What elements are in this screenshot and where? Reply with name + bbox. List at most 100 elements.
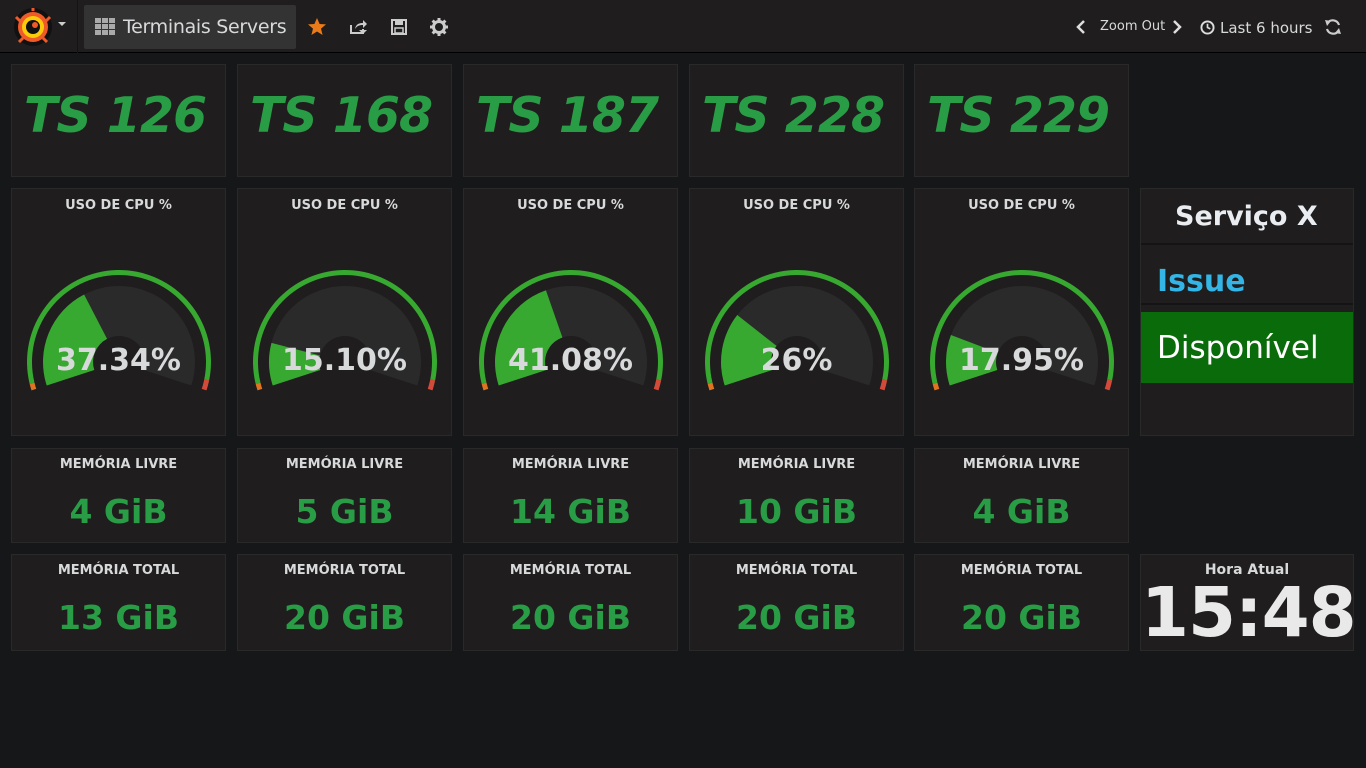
grafana-menu[interactable] xyxy=(0,0,78,53)
cpu-value: 17.95% xyxy=(959,343,1084,378)
cpu-gauge-panel: USO DE CPU % 26% xyxy=(689,188,904,436)
zoom-out-button[interactable]: Zoom Out xyxy=(1100,19,1166,34)
grafana-logo-icon[interactable] xyxy=(14,7,52,46)
panel-title: USO DE CPU % xyxy=(517,198,624,213)
divider xyxy=(1141,243,1353,245)
divider xyxy=(1141,303,1353,305)
panel-title: MEMÓRIA TOTAL xyxy=(57,563,180,578)
server-name: TS 168 xyxy=(250,87,433,144)
service-issue: Issue xyxy=(1157,264,1246,299)
memory-free-value: 5 GiB xyxy=(295,492,394,531)
gear-icon[interactable] xyxy=(429,17,449,37)
memory-free-panel: MEMÓRIA LIVRE 14 GiB xyxy=(463,448,678,543)
panel-title: MEMÓRIA TOTAL xyxy=(509,563,632,578)
cpu-gauge xyxy=(479,270,663,391)
memory-total-panel: MEMÓRIA TOTAL 20 GiB xyxy=(463,554,678,651)
service-title: Serviço X xyxy=(1175,201,1318,232)
server-name: TS 126 xyxy=(24,87,207,144)
memory-free-value: 4 GiB xyxy=(69,492,168,531)
time-range-label: Last 6 hours xyxy=(1220,19,1313,37)
save-icon[interactable] xyxy=(389,17,409,37)
gauge-fill xyxy=(42,294,108,386)
cpu-gauge xyxy=(27,270,212,391)
threshold-warn-band xyxy=(255,382,263,391)
threshold-crit-band xyxy=(427,379,436,391)
panel-title: MEMÓRIA LIVRE xyxy=(737,457,856,472)
service-status-badge: Disponível xyxy=(1141,312,1353,383)
memory-total-value: 20 GiB xyxy=(961,598,1082,637)
server-name-panel: TS 229 xyxy=(914,64,1129,177)
memory-total-value: 20 GiB xyxy=(736,598,857,637)
panel-title: MEMÓRIA TOTAL xyxy=(960,563,1083,578)
memory-total-value: 20 GiB xyxy=(510,598,631,637)
panel-title: USO DE CPU % xyxy=(65,198,172,213)
panel-title: USO DE CPU % xyxy=(291,198,398,213)
memory-free-panel: MEMÓRIA LIVRE 10 GiB xyxy=(689,448,904,543)
memory-total-panel: MEMÓRIA TOTAL 20 GiB xyxy=(689,554,904,651)
panel-title: MEMÓRIA LIVRE xyxy=(285,457,404,472)
cpu-gauge xyxy=(705,270,889,391)
cpu-gauge-panel: USO DE CPU % 17.95% xyxy=(914,188,1129,436)
panel-title: USO DE CPU % xyxy=(968,198,1075,213)
cpu-gauge xyxy=(253,270,437,391)
server-name: TS 187 xyxy=(476,87,659,144)
chevron-down-icon xyxy=(58,22,66,26)
gauge-fill xyxy=(946,335,998,386)
panel-title: USO DE CPU % xyxy=(743,198,850,213)
memory-total-panel: MEMÓRIA TOTAL 20 GiB xyxy=(914,554,1129,651)
clock-icon xyxy=(1200,20,1215,35)
chevron-right-icon[interactable] xyxy=(1170,18,1184,36)
gauge-fill xyxy=(721,315,777,386)
memory-free-value: 10 GiB xyxy=(736,492,857,531)
cpu-value: 26% xyxy=(760,343,833,378)
threshold-warn-band xyxy=(932,382,940,391)
memory-total-value: 13 GiB xyxy=(58,598,179,637)
server-name-panel: TS 228 xyxy=(689,64,904,177)
panel-title: MEMÓRIA LIVRE xyxy=(59,457,178,472)
cpu-gauge xyxy=(930,270,1114,391)
panel-title: MEMÓRIA LIVRE xyxy=(511,457,630,472)
top-navbar: Terminais Servers Zoom Out Last 6 hou xyxy=(0,0,1366,53)
memory-total-value: 20 GiB xyxy=(284,598,405,637)
clock-title: Hora Atual xyxy=(1204,562,1290,578)
refresh-icon[interactable] xyxy=(1323,17,1343,37)
star-icon[interactable] xyxy=(307,17,327,37)
clock-panel: Hora Atual 15:48 xyxy=(1140,554,1357,653)
service-status-panel: Serviço X Issue Disponível xyxy=(1140,188,1354,436)
dashboard-title: Terminais Servers xyxy=(123,16,287,38)
chevron-left-icon[interactable] xyxy=(1074,18,1088,36)
panel-title: MEMÓRIA TOTAL xyxy=(735,563,858,578)
server-name-panel: TS 126 xyxy=(11,64,226,177)
service-status-label: Disponível xyxy=(1157,330,1319,366)
memory-total-panel: MEMÓRIA TOTAL 13 GiB xyxy=(11,554,226,651)
threshold-crit-band xyxy=(201,379,210,391)
memory-free-panel: MEMÓRIA LIVRE 5 GiB xyxy=(237,448,452,543)
memory-free-value: 14 GiB xyxy=(510,492,631,531)
threshold-warn-band xyxy=(481,382,489,391)
clock-value: 15:48 xyxy=(1141,573,1357,653)
cpu-value: 37.34% xyxy=(56,343,181,378)
panel-title: MEMÓRIA LIVRE xyxy=(962,457,1081,472)
server-name-panel: TS 187 xyxy=(463,64,678,177)
cpu-gauge-panel: USO DE CPU % 37.34% xyxy=(11,188,226,436)
dashboard-picker[interactable]: Terminais Servers xyxy=(84,5,367,49)
dashboard-grid-icon xyxy=(95,18,115,35)
cpu-gauge-panel: USO DE CPU % 41.08% xyxy=(463,188,678,436)
cpu-value: 15.10% xyxy=(282,343,407,378)
threshold-crit-band xyxy=(653,379,662,391)
memory-free-value: 4 GiB xyxy=(972,492,1071,531)
gauge-fill xyxy=(269,342,321,386)
server-name: TS 228 xyxy=(702,87,885,144)
threshold-crit-band xyxy=(1104,379,1113,391)
threshold-warn-band xyxy=(707,382,715,391)
server-name: TS 229 xyxy=(927,87,1110,144)
threshold-warn-band xyxy=(29,382,37,391)
memory-free-panel: MEMÓRIA LIVRE 4 GiB xyxy=(11,448,226,543)
gauge-fill xyxy=(495,290,563,386)
panel-title: MEMÓRIA TOTAL xyxy=(283,563,406,578)
server-name-panel: TS 168 xyxy=(237,64,452,177)
memory-total-panel: MEMÓRIA TOTAL 20 GiB xyxy=(237,554,452,651)
cpu-value: 41.08% xyxy=(508,343,633,378)
share-icon[interactable] xyxy=(348,17,368,37)
memory-free-panel: MEMÓRIA LIVRE 4 GiB xyxy=(914,448,1129,543)
